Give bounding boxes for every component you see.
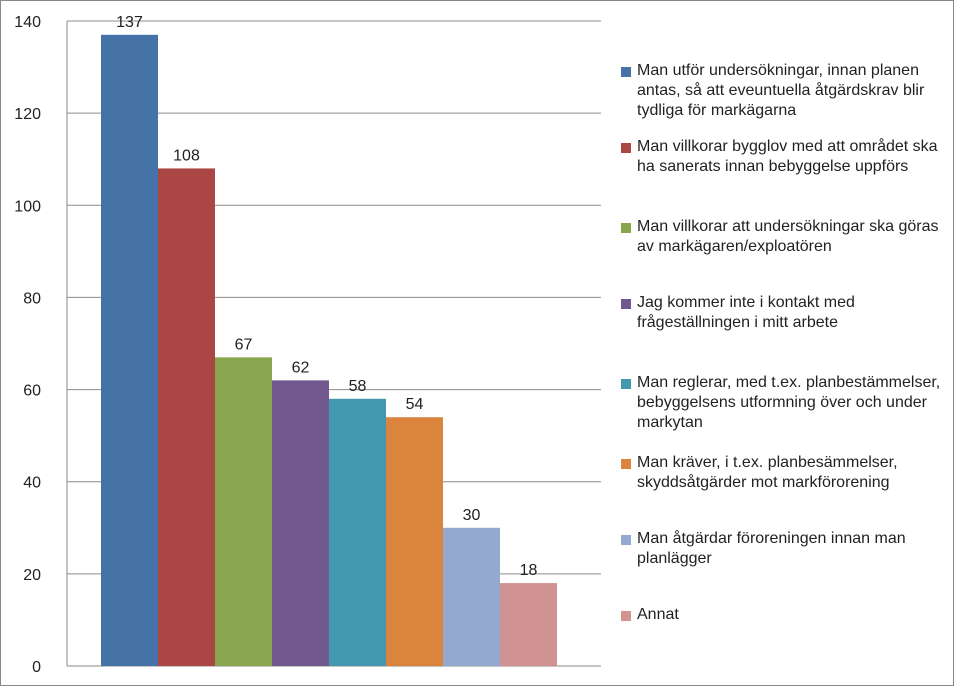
legend-label: Man utför undersökningar, innan planen a…	[637, 62, 925, 119]
y-axis-ticks: 0 20 40 60 80 100 120 140	[14, 14, 41, 676]
legend-swatch	[621, 67, 631, 77]
bar-value-label: 30	[463, 507, 481, 524]
legend-item: Man villkorar bygglov med att området sk…	[621, 137, 951, 177]
bar	[386, 417, 443, 666]
legend-label: Man reglerar, med t.ex. planbestämmelser…	[637, 374, 941, 431]
bar-value-label: 108	[173, 147, 200, 164]
bar	[101, 34, 158, 667]
legend-swatch	[621, 143, 631, 153]
bar	[329, 398, 386, 666]
legend-label: Man kräver, i t.ex. planbesämmelser, sky…	[637, 454, 898, 491]
bar-value-label: 62	[292, 359, 310, 376]
bar	[158, 168, 215, 666]
y-tick-label: 0	[32, 659, 41, 676]
y-tick-label: 80	[23, 290, 41, 307]
legend-swatch	[621, 223, 631, 233]
legend-label: Annat	[637, 606, 679, 623]
legend-swatch	[621, 611, 631, 621]
legend-item: Annat	[621, 605, 951, 625]
legend-swatch	[621, 299, 631, 309]
legend-item: Man reglerar, med t.ex. planbestämmelser…	[621, 373, 951, 433]
legend-swatch	[621, 379, 631, 389]
bar	[443, 527, 500, 666]
legend-label: Man åtgärdar föroreningen innan man plan…	[637, 530, 906, 567]
bar-value-label: 67	[235, 336, 253, 353]
legend-label: Man villkorar att undersökningar ska gör…	[637, 218, 939, 255]
y-tick-label: 40	[23, 475, 41, 492]
legend-swatch	[621, 535, 631, 545]
bar-value-label: 54	[406, 396, 424, 413]
bar	[272, 380, 329, 666]
y-tick-label: 140	[14, 14, 41, 31]
bar-value-label: 137	[116, 14, 143, 31]
legend-item: Man villkorar att undersökningar ska gör…	[621, 217, 951, 257]
legend-label: Jag kommer inte i kontakt med frågeställ…	[637, 294, 855, 331]
y-tick-label: 100	[14, 198, 41, 215]
legend-item: Jag kommer inte i kontakt med frågeställ…	[621, 293, 951, 333]
legend-item: Man kräver, i t.ex. planbesämmelser, sky…	[621, 453, 951, 493]
legend-item: Man utför undersökningar, innan planen a…	[621, 61, 951, 121]
bar	[215, 357, 272, 666]
legend-swatch	[621, 459, 631, 469]
y-tick-label: 120	[14, 106, 41, 123]
y-tick-label: 20	[23, 567, 41, 584]
y-tick-label: 60	[23, 383, 41, 400]
bar	[500, 583, 557, 666]
bars	[101, 34, 557, 667]
bar-value-label: 58	[349, 378, 367, 395]
bar-value-label: 18	[520, 562, 538, 579]
legend-label: Man villkorar bygglov med att området sk…	[637, 138, 938, 175]
legend-item: Man åtgärdar föroreningen innan man plan…	[621, 529, 951, 569]
data-labels: 137 108 67 62 58 54 30 18	[116, 14, 537, 579]
